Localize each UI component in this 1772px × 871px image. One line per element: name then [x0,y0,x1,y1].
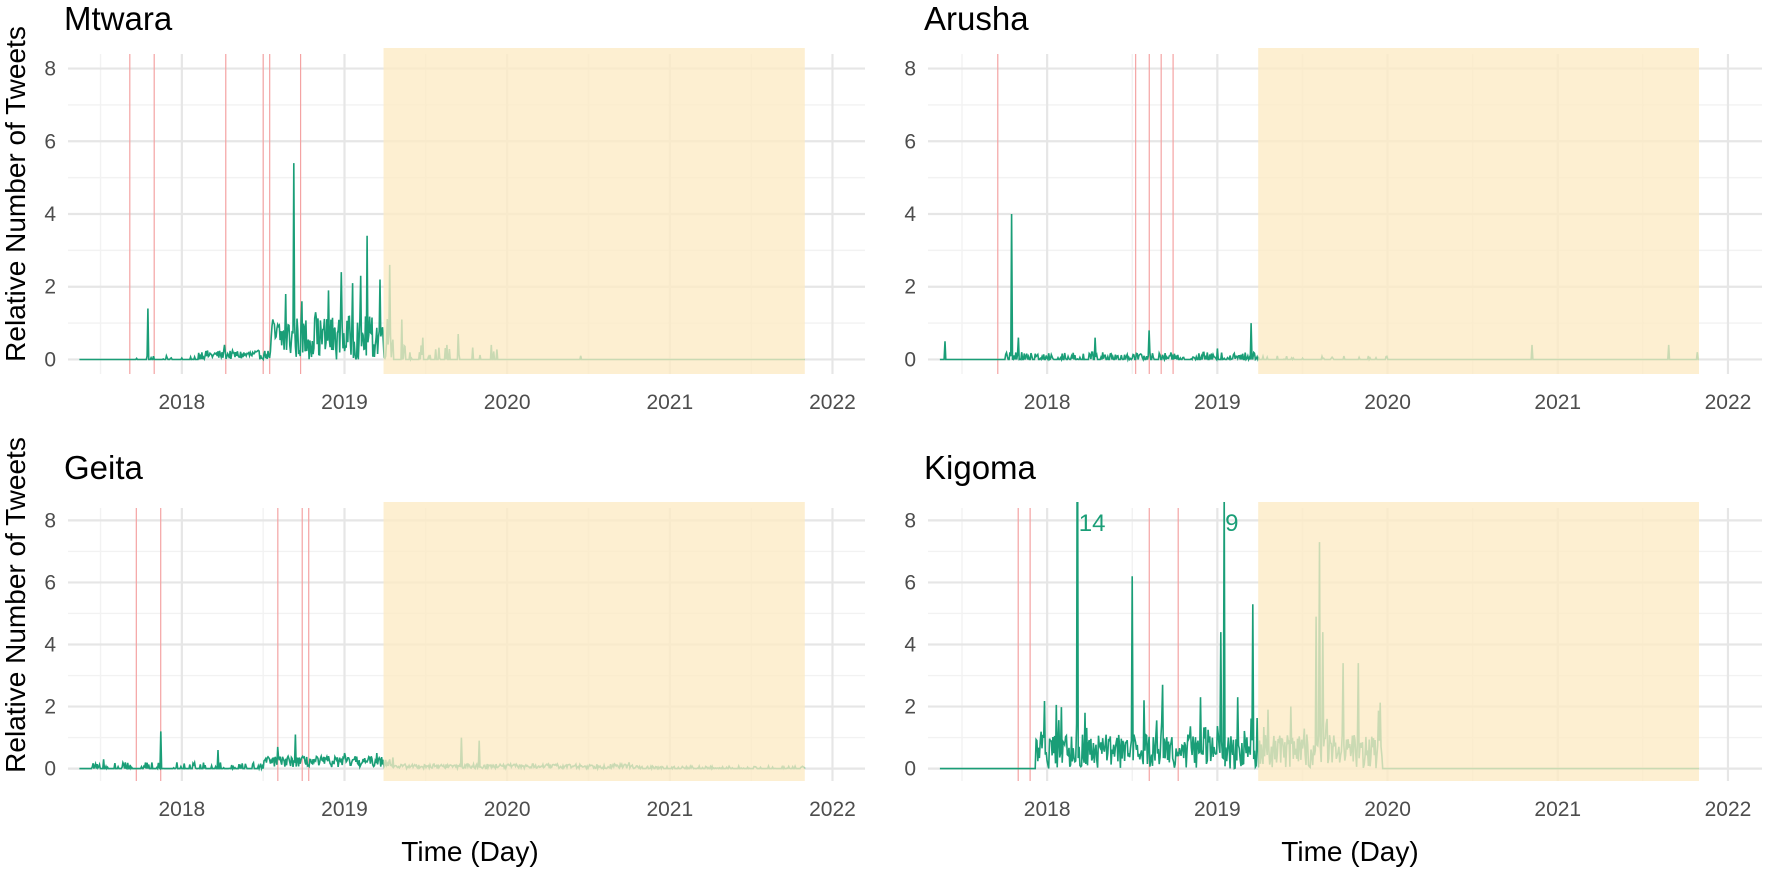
shaded-period [383,502,805,781]
y-tick-label: 4 [904,634,916,657]
x-tick-label: 2019 [321,391,368,414]
y-tick-label: 0 [904,348,916,371]
x-tick-label: 2018 [158,798,205,821]
x-tick-label: 2021 [1534,798,1581,821]
y-tick-label: 6 [44,130,56,153]
x-tick-label: 2022 [809,798,856,821]
x-tick-label: 2020 [484,798,531,821]
x-tick-label: 2021 [646,391,693,414]
y-tick-label: 8 [44,58,56,81]
x-tick-label: 2021 [1534,391,1581,414]
x-tick-label: 2019 [1194,798,1241,821]
panel-title: Arusha [924,0,1029,37]
y-tick-label: 4 [44,634,56,657]
panel-arusha: 2018 2019 2020 2021 2022 0 2 4 6 8 Arusha [904,0,1762,414]
x-tick-label: 2019 [1194,391,1241,414]
peak-annotation: 9 [1225,510,1238,537]
y-tick-label: 6 [904,130,916,153]
x-axis-title: Time (Day) [401,836,538,867]
x-tick-label: 2018 [1024,798,1071,821]
x-tick-label: 2022 [1705,391,1752,414]
peak-annotation: 14 [1079,510,1106,537]
y-tick-label: 6 [44,571,56,594]
shaded-period [1258,502,1700,781]
y-tick-label: 0 [44,348,56,371]
panel-geita: 2018 2019 2020 2021 2022 0 2 4 6 8 Geita [44,449,865,821]
panel-kigoma: 2018 2019 2020 2021 2022 0 2 4 6 8 Kigoma 14 9 [904,449,1762,821]
panel-title: Kigoma [924,449,1037,486]
panel-mtwara: 2018 2019 2020 2021 2022 0 2 4 6 8 Mtwara [44,0,865,414]
panel-title: Mtwara [64,0,173,37]
y-tick-label: 4 [904,203,916,226]
y-tick-label: 4 [44,203,56,226]
y-tick-label: 0 [44,758,56,781]
x-tick-label: 2021 [646,798,693,821]
x-tick-label: 2022 [809,391,856,414]
y-tick-label: 2 [904,696,916,719]
x-tick-label: 2020 [1364,798,1411,821]
y-tick-label: 2 [44,696,56,719]
y-axis-title: Relative Number of Tweets [0,26,31,362]
x-tick-label: 2022 [1705,798,1752,821]
y-tick-label: 2 [44,276,56,299]
x-tick-label: 2018 [1024,391,1071,414]
y-tick-label: 8 [904,58,916,81]
shaded-period [1258,48,1700,374]
x-tick-label: 2019 [321,798,368,821]
x-axis-title: Time (Day) [1281,836,1418,867]
y-tick-label: 8 [44,509,56,532]
y-tick-label: 6 [904,571,916,594]
x-tick-label: 2020 [1364,391,1411,414]
panel-title: Geita [64,449,144,486]
y-axis-title: Relative Number of Tweets [0,437,31,773]
x-tick-label: 2020 [484,391,531,414]
shaded-period [383,48,805,374]
y-tick-label: 0 [904,758,916,781]
y-tick-label: 2 [904,276,916,299]
y-tick-label: 8 [904,509,916,532]
x-tick-label: 2018 [158,391,205,414]
